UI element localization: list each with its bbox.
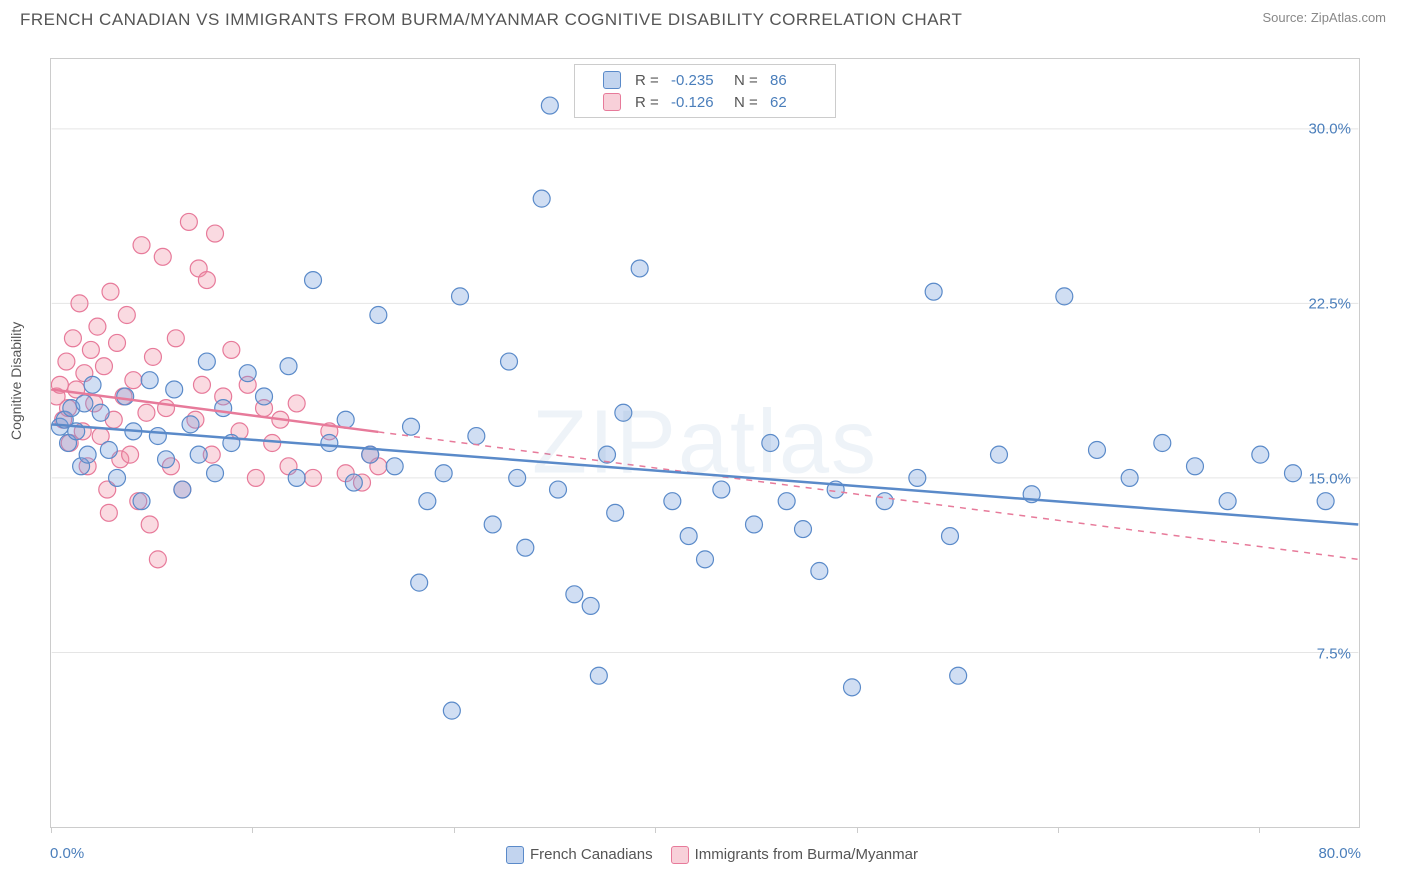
scatter-plot: ZIPatlas R =-0.235N =86R =-0.126N =62 7.…	[50, 58, 1360, 828]
legend-swatch	[671, 846, 689, 864]
correlation-legend: R =-0.235N =86R =-0.126N =62	[574, 64, 836, 118]
legend-swatch	[603, 71, 621, 89]
x-tick-mark	[252, 827, 253, 833]
page-title: FRENCH CANADIAN VS IMMIGRANTS FROM BURMA…	[20, 10, 962, 30]
source-attribution: Source: ZipAtlas.com	[1262, 10, 1386, 25]
legend-swatch	[506, 846, 524, 864]
regression-layer	[51, 59, 1359, 827]
legend-row: R =-0.126N =62	[585, 91, 825, 113]
y-axis-label: Cognitive Disability	[8, 322, 24, 440]
y-tick-label: 7.5%	[1317, 646, 1351, 663]
legend-swatch	[603, 93, 621, 111]
x-tick-mark	[655, 827, 656, 833]
x-tick-mark	[1259, 827, 1260, 833]
legend-label: French Canadians	[530, 846, 653, 863]
legend-row: R =-0.235N =86	[585, 69, 825, 91]
y-tick-label: 30.0%	[1308, 121, 1351, 138]
legend-label: Immigrants from Burma/Myanmar	[695, 846, 918, 863]
series-legend: French Canadians Immigrants from Burma/My…	[0, 846, 1406, 864]
x-tick-mark	[1058, 827, 1059, 833]
y-tick-label: 15.0%	[1308, 471, 1351, 488]
x-tick-mark	[51, 827, 52, 833]
x-tick-mark	[454, 827, 455, 833]
x-tick-mark	[857, 827, 858, 833]
y-tick-label: 22.5%	[1308, 296, 1351, 313]
